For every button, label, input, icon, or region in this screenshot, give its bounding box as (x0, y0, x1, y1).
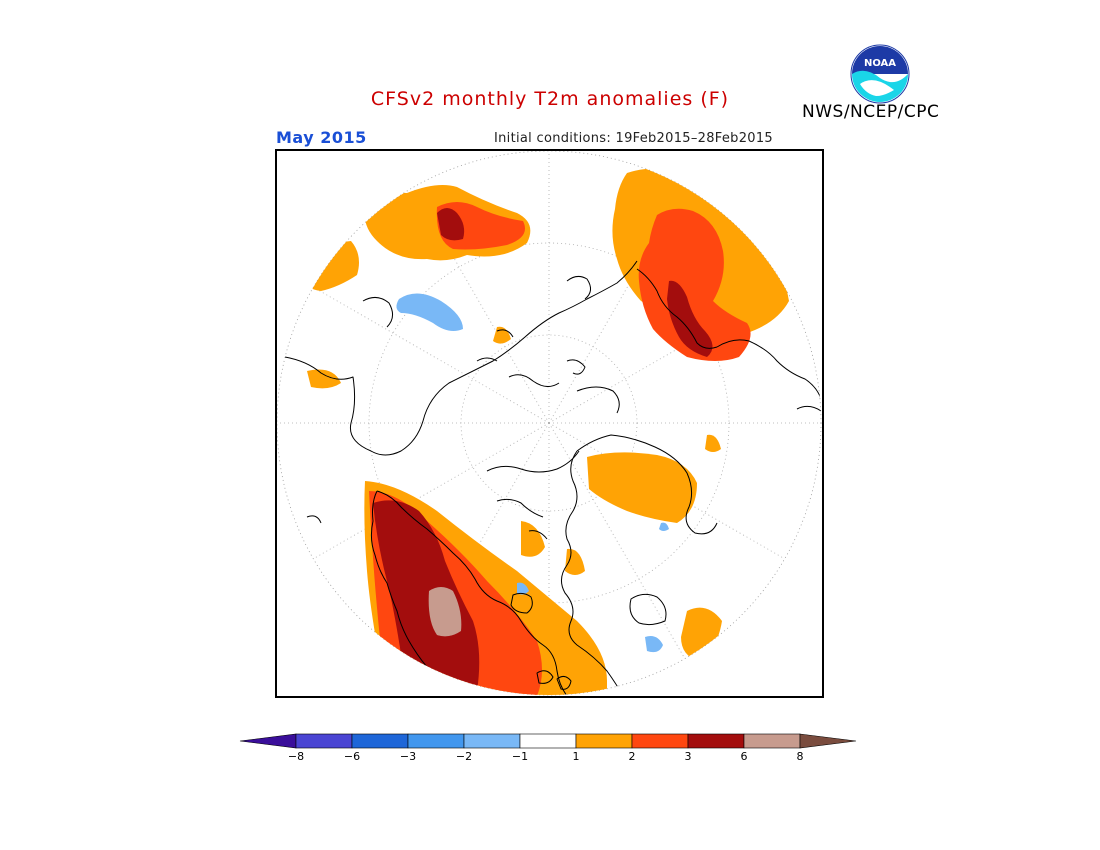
colorbar-tick-label: 2 (629, 750, 636, 763)
colorbar-bin (463, 733, 521, 749)
colorbar-bin (519, 733, 577, 749)
colorbar-tick-label: 8 (797, 750, 804, 763)
agency-label: NWS/NCEP/CPC (802, 102, 940, 122)
colorbar-bin (351, 733, 409, 749)
colorbar-min-arrow (239, 733, 297, 749)
coastlines (284, 260, 821, 695)
colorbar-tick-label: −2 (456, 750, 472, 763)
colorbar-max-arrow (799, 733, 857, 749)
anomaly-6-8 (428, 587, 462, 637)
valid-month: May 2015 (276, 128, 367, 147)
colorbar-bin (631, 733, 689, 749)
colorbar-tick-label: 1 (573, 750, 580, 763)
colorbar-bin (407, 733, 465, 749)
polar-map (277, 151, 822, 696)
colorbar-bin (575, 733, 633, 749)
colorbar-tick-label: −8 (288, 750, 304, 763)
logo-text: NOAA (864, 58, 896, 69)
colorbar-tick-label: 3 (685, 750, 692, 763)
anomaly-neg1-neg2 (396, 293, 669, 653)
colorbar-tick-label: −3 (400, 750, 416, 763)
noaa-logo: NOAA (850, 44, 910, 104)
initial-conditions: Initial conditions: 19Feb2015–28Feb2015 (494, 131, 773, 146)
map-disk-outline (277, 151, 822, 696)
colorbar-bin (295, 733, 353, 749)
colorbar-bin (687, 733, 745, 749)
colorbar-tick-label: 6 (741, 750, 748, 763)
map-frame (275, 149, 824, 698)
anomaly-3-6 (373, 208, 713, 695)
colorbar-tick-label: −1 (512, 750, 528, 763)
colorbar-tick-label: −6 (344, 750, 360, 763)
colorbar-bin (743, 733, 801, 749)
colorbar: −8 −6 −3 −2 −1 1 2 3 6 8 (239, 733, 857, 763)
map-title: CFSv2 monthly T2m anomalies (F) (370, 88, 730, 110)
